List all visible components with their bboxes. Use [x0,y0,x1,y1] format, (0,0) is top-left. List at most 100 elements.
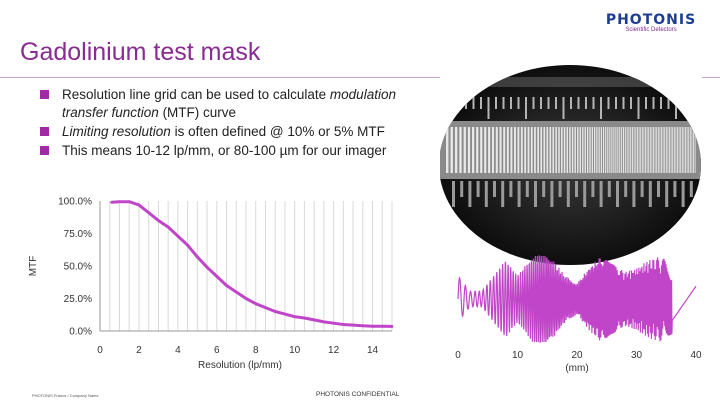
bullet-1-part-3: (MTF) curve [158,105,237,120]
line-profile-chart: 0 10 20 30 40 (mm) [455,255,702,374]
mtf-data-point [166,225,170,229]
ruler-tick [652,97,655,109]
ruler-tick [562,97,565,119]
resolution-bar [678,127,680,173]
lower-ruler-tick [501,181,505,207]
resolution-bar [488,127,491,173]
resolution-bar [571,127,574,173]
resolution-bar [637,127,638,173]
resolution-bar [665,127,667,173]
lower-ruler-tick [558,181,562,197]
mtf-chart: 0.0% 25.0% 50.0% 75.0% 100.0% 0 2 4 6 8 10 12 14 Re… [28,197,394,371]
resolution-bar [653,127,654,173]
mtf-data-point [371,324,374,328]
resolution-bar [566,127,569,173]
ruler-tick [645,97,647,109]
lower-ruler-tick [460,181,464,197]
bullet-square-icon [40,127,49,136]
resolution-bar [534,127,536,173]
bullet-2-part-2: is often defined @ 10% or 5% MTF [170,124,385,139]
bullet-3-part-1: This means 10-12 lp/mm, or 80-100 µm for… [62,143,387,158]
ruler-tick [615,97,617,109]
mtf-x-tick-label: 12 [328,345,340,356]
resolution-bar [491,127,495,173]
lower-ruler-tick [689,181,693,197]
resolution-bar [607,127,609,173]
mtf-data-point [264,306,267,309]
resolution-bar [693,127,694,173]
ruler-tick [630,97,632,109]
lower-ruler-tick [550,181,554,207]
mtf-data-point [361,324,365,328]
mtf-curve-line [111,200,393,328]
mtf-data-point [322,320,326,324]
resolution-bar [635,127,637,173]
resolution-bar [589,127,591,173]
resolution-bar [459,127,462,173]
mtf-data-point [293,315,297,319]
ruler-tick [637,97,640,119]
mtf-data-point [186,243,190,247]
resolution-bar [574,127,576,173]
ruler-tick [510,97,512,109]
mtf-data-point [147,211,151,215]
resolution-bar [503,127,506,173]
resolution-bar [669,127,670,173]
resolution-bar [640,127,642,173]
ruler-tick [547,97,550,109]
mtf-data-point [110,200,114,204]
resolution-bar [602,127,605,173]
mtf-data-point [195,255,199,259]
resolution-bar [691,127,693,173]
ruler-tick [660,97,662,109]
bullet-square-icon [40,146,49,155]
mtf-x-axis-title: Resolution (lp/mm) [198,360,282,371]
mtf-data-point [225,284,228,287]
resolution-bar [623,127,625,173]
mtf-y-tick-label: 25.0% [64,294,92,305]
resolution-bar [657,127,659,173]
bullet-1-part-2: modulation transfer function [62,87,396,120]
mtf-data-point [254,302,258,306]
lower-ruler-tick [542,181,546,197]
resolution-bar [686,127,688,173]
resolution-bar [680,127,682,173]
mtf-x-tick-label: 6 [214,345,220,356]
resolution-bar [527,127,530,173]
resolution-bar [467,127,471,173]
resolution-bar [677,127,678,173]
mtf-data-point [332,321,335,325]
ruler-tick [607,97,610,109]
lower-ruler-tick [484,181,488,207]
lower-ruler-tick [509,181,513,197]
resolution-bar [685,127,686,173]
ruler-tick [525,97,527,119]
resolution-bar [649,127,651,173]
ruler-tick [622,97,625,109]
resolution-bar [688,127,690,173]
logo-tagline: Scientific Detectors [625,27,677,33]
profile-x-tick-label: 0 [455,350,461,361]
lower-ruler-tick [476,181,480,197]
lower-ruler-tick [452,181,455,207]
resolution-bar [446,127,449,173]
lower-ruler-tick [566,181,570,207]
ruler-tick [555,97,557,109]
resolution-bar [600,127,602,173]
bullet-list: Resolution line grid can be used to calc… [40,86,440,161]
ruler-tick [480,97,482,109]
resolution-bar [675,127,677,173]
resolution-bar [543,127,546,173]
lower-ruler-tick [591,181,595,197]
resolution-bar [659,127,661,173]
mtf-x-tick-label: 10 [289,345,301,356]
resolution-bar [546,127,549,173]
resolution-bar [517,127,520,173]
lower-ruler-tick [681,181,685,207]
footer-confidential: PHOTONIS CONFIDENTIAL [316,391,400,398]
mtf-data-point [157,219,160,222]
resolution-bar [463,127,466,173]
mtf-x-tick-label: 2 [136,345,142,356]
mtf-y-tick-label: 0.0% [69,327,92,338]
ruler-tick [540,97,542,109]
